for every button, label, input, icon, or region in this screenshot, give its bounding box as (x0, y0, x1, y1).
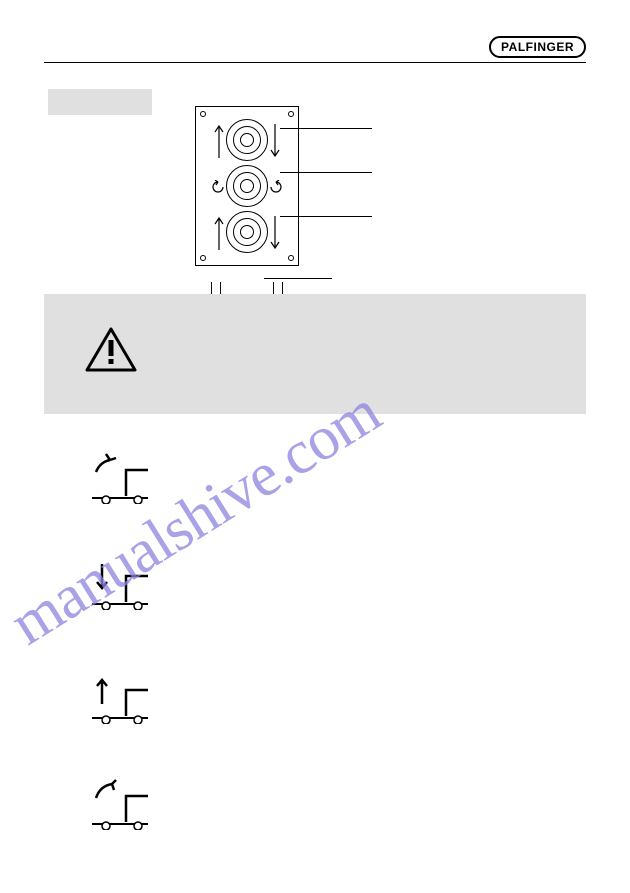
brand-logo: PALFINGER (489, 36, 586, 58)
brand-text: PALFINGER (489, 36, 586, 58)
truck-lower-icon (92, 556, 162, 610)
panel-body (195, 106, 299, 266)
truck-tilt-in-icon (92, 776, 162, 830)
screw-icon (288, 111, 294, 117)
arrow-up-icon (213, 122, 225, 160)
section-label-grey (48, 89, 152, 115)
watermark-layer: manualshive.com (0, 0, 630, 893)
icon-raise (92, 670, 162, 724)
dial-3 (226, 211, 268, 253)
warning-triangle-icon (84, 326, 138, 374)
control-panel-diagram (195, 106, 299, 282)
screw-icon (288, 255, 294, 261)
lead-line (264, 278, 332, 279)
icon-tilt-in (92, 776, 162, 830)
lead-line (280, 216, 372, 217)
icon-lower (92, 556, 162, 610)
arrow-down-icon (269, 214, 281, 252)
header-rule (44, 62, 586, 63)
rotate-ccw-icon (211, 180, 225, 194)
dial-2 (226, 165, 268, 207)
lead-line (280, 172, 372, 173)
screw-icon (200, 111, 206, 117)
page: PALFINGER (0, 0, 630, 893)
truck-tilt-out-icon (92, 450, 162, 504)
truck-raise-icon (92, 670, 162, 724)
screw-icon (200, 255, 206, 261)
icon-tilt-out (92, 450, 162, 504)
rotate-cw-icon (269, 180, 283, 194)
arrow-up-icon (213, 214, 225, 252)
dial-1 (226, 119, 268, 161)
warning-box (44, 294, 586, 414)
lead-line (280, 128, 372, 129)
